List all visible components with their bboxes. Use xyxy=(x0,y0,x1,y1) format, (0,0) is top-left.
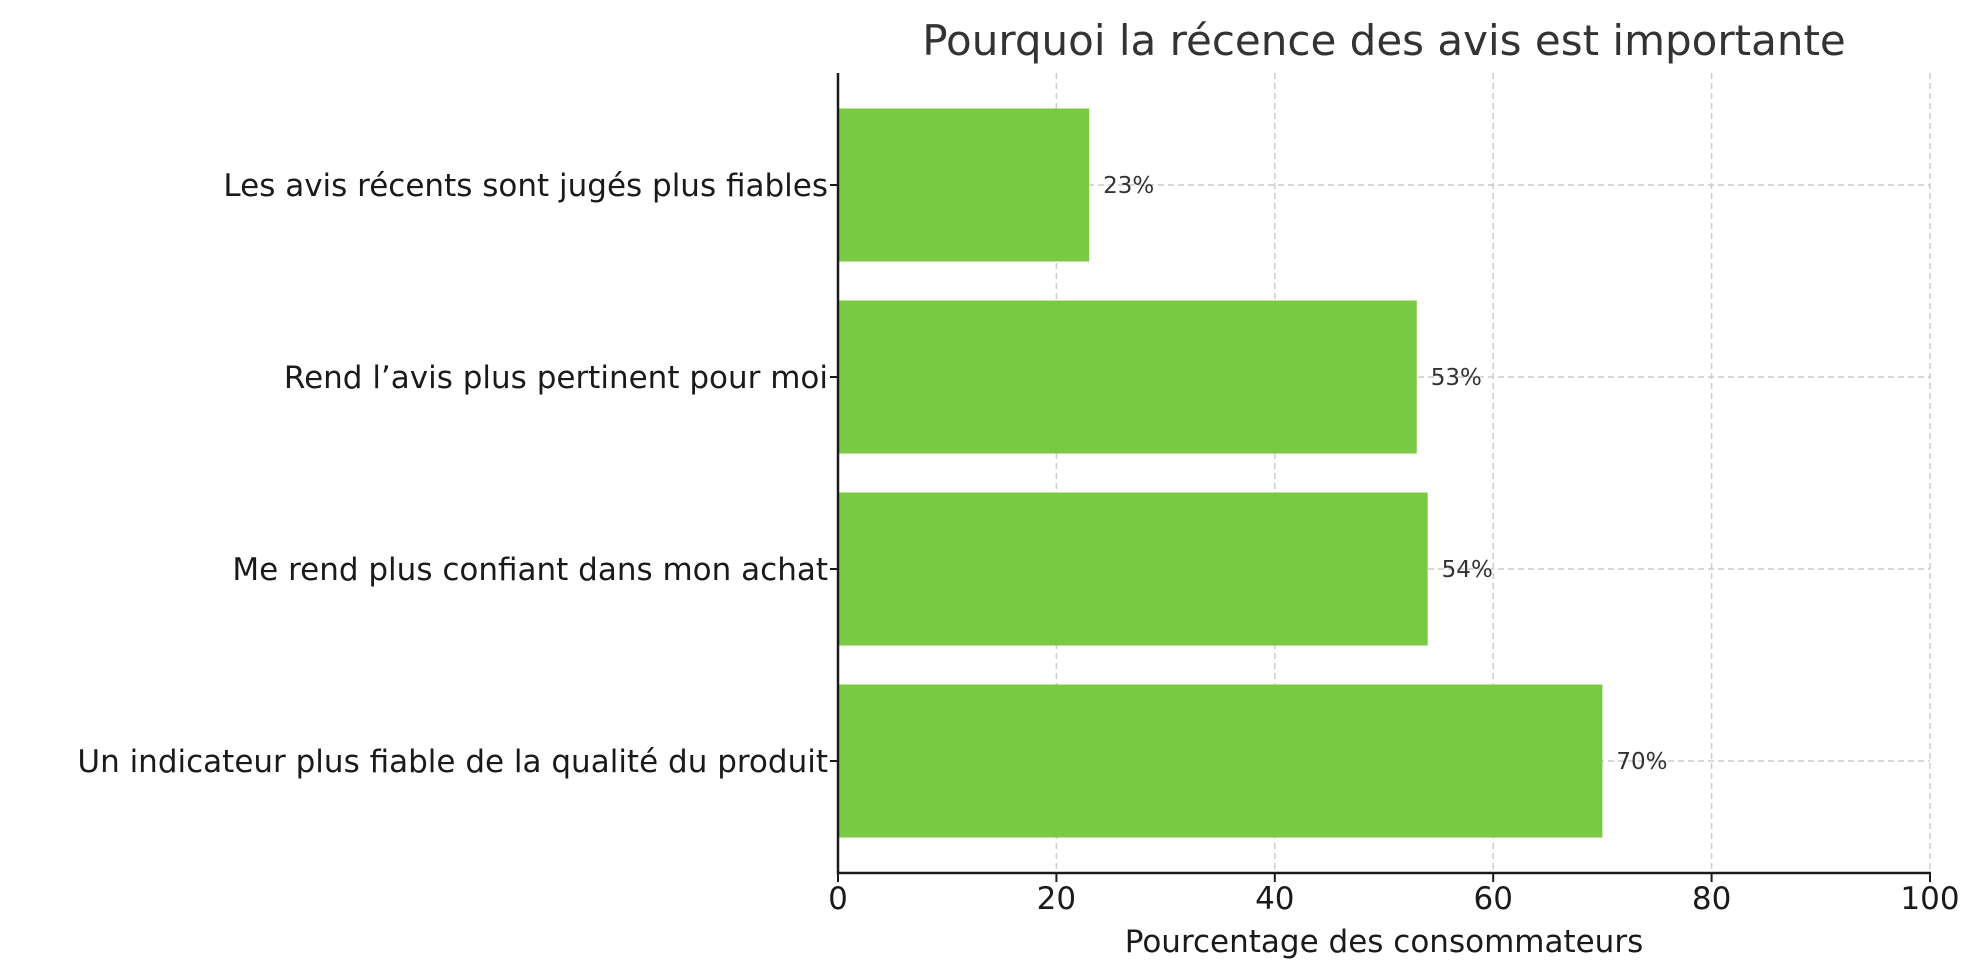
x-axis-ticks: 0 20 40 60 80 100 xyxy=(828,873,1960,917)
x-tick-label: 40 xyxy=(1255,881,1294,917)
x-tick-label: 0 xyxy=(828,881,848,917)
x-tick-label: 80 xyxy=(1692,881,1731,917)
y-axis-label: Me rend plus confiant dans mon achat xyxy=(232,552,828,588)
value-label: 70% xyxy=(1616,749,1667,775)
bar xyxy=(838,492,1428,646)
bar xyxy=(838,108,1090,262)
bars xyxy=(838,108,1603,838)
x-tick-label: 20 xyxy=(1037,881,1076,917)
x-axis-label: Pourcentage des consommateurs xyxy=(1125,924,1643,960)
bar xyxy=(838,300,1417,454)
y-axis-label: Les avis récents sont jugés plus fiables xyxy=(223,168,828,204)
value-labels: 23% 53% 54% 70% xyxy=(1103,173,1667,775)
value-label: 54% xyxy=(1442,557,1493,583)
x-tick-label: 100 xyxy=(1900,881,1959,917)
y-axis-label: Rend l’avis plus pertinent pour moi xyxy=(284,360,828,396)
x-tick-label: 60 xyxy=(1473,881,1512,917)
value-label: 53% xyxy=(1431,365,1482,391)
bar xyxy=(838,684,1603,838)
chart-title: Pourquoi la récence des avis est importa… xyxy=(922,16,1846,65)
value-label: 23% xyxy=(1103,173,1154,199)
y-axis-labels: Les avis récents sont jugés plus fiables… xyxy=(77,168,838,780)
y-axis-label: Un indicateur plus fiable de la qualité … xyxy=(77,744,828,780)
